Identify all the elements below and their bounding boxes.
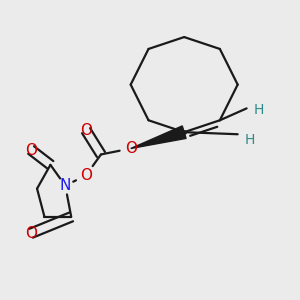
Text: O: O (25, 142, 37, 158)
Text: O: O (80, 168, 92, 183)
Polygon shape (131, 126, 186, 148)
Text: H: H (253, 103, 264, 117)
Text: H: H (244, 133, 255, 147)
Text: O: O (80, 123, 92, 138)
Text: O: O (125, 141, 137, 156)
Text: O: O (25, 226, 37, 241)
Text: N: N (60, 178, 71, 193)
